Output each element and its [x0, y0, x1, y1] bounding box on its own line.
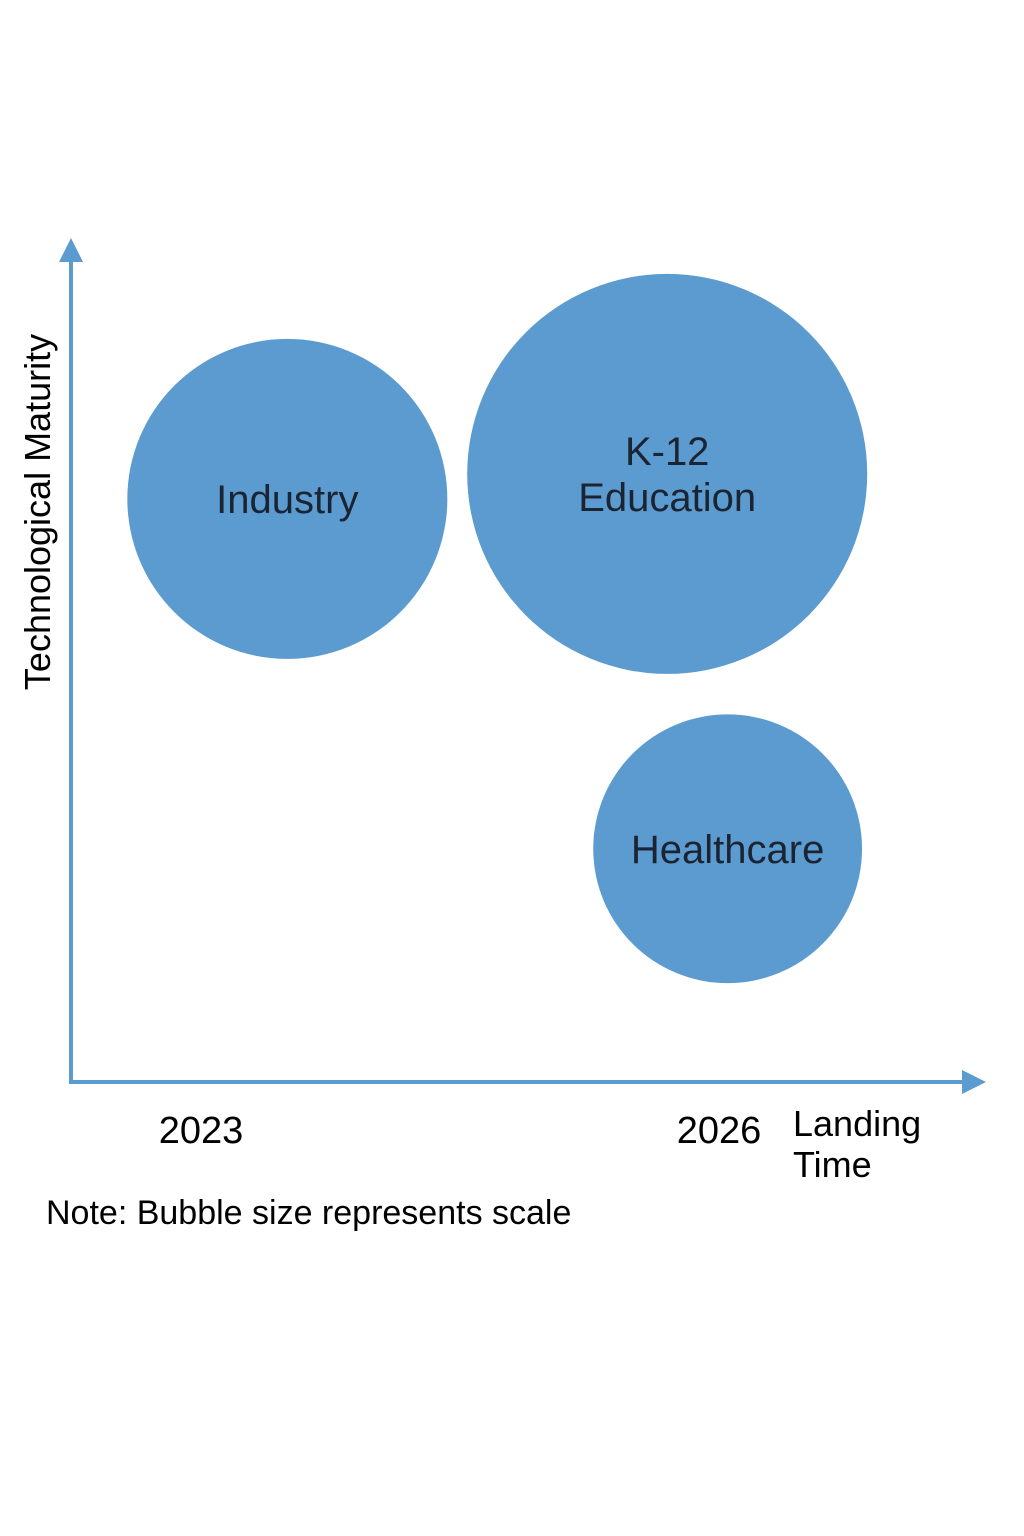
y-axis-arrowhead: [59, 238, 83, 262]
x-axis-title: Landing Time: [793, 1103, 921, 1185]
bubble-label-k-12-education: K-12 Education: [578, 430, 756, 520]
bubble-label-healthcare: Healthcare: [631, 828, 824, 872]
x-tick-2023: 2023: [159, 1110, 244, 1152]
bubble-healthcare: [593, 714, 863, 984]
bubble-k-12-education: [467, 273, 868, 674]
y-axis-title: Technological Maturity: [17, 334, 58, 690]
bubbles-group: Industry K-12 Education Healthcare: [127, 273, 868, 984]
x-axis-arrowhead: [962, 1070, 986, 1094]
bubble-label-industry: Industry: [216, 478, 358, 522]
x-tick-2026: 2026: [677, 1110, 762, 1152]
bubble-industry: [127, 338, 448, 659]
x-tick-labels: 2023 2026: [159, 1110, 762, 1152]
chart-note: Note: Bubble size represents scale: [46, 1194, 571, 1232]
